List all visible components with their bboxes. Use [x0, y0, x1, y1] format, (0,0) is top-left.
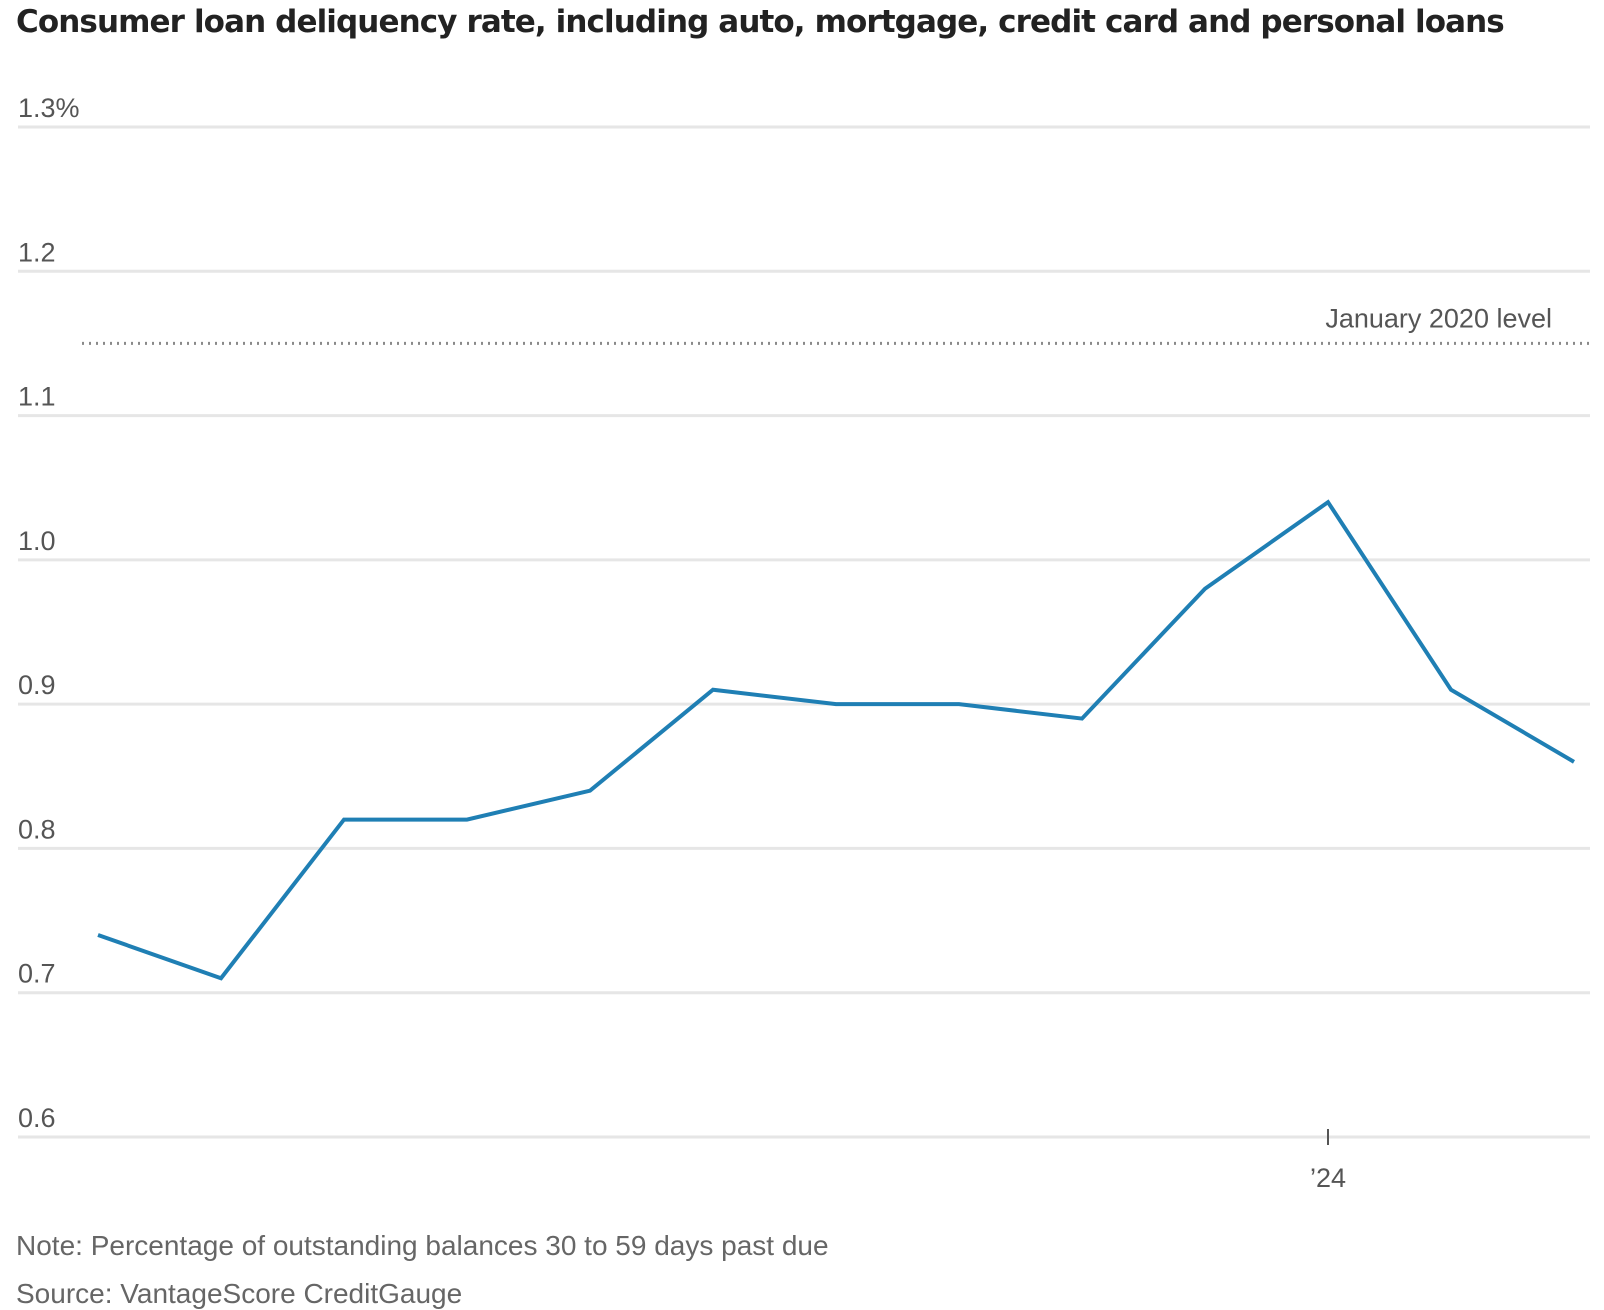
series-line	[97, 499, 1576, 981]
y-tick-label: 1.3%	[18, 93, 80, 123]
chart-note: Note: Percentage of outstanding balances…	[16, 1230, 829, 1261]
y-tick-label: 1.0	[18, 526, 56, 556]
line-chart: 0.6 0.7 0.8 0.9 1.0 1.1 1.2 1.3% January 2020 l…	[18, 93, 1590, 1193]
y-tick-label: 0.9	[18, 670, 56, 700]
reference-line-label: January 2020 level	[1325, 303, 1552, 333]
y-tick-label: 0.7	[18, 959, 56, 989]
y-tick-label: 0.6	[18, 1103, 56, 1133]
reference-line-group: January 2020 level	[82, 303, 1590, 345]
series-group	[97, 499, 1576, 981]
gridlines: 0.6 0.7 0.8 0.9 1.0 1.1 1.2 1.3%	[18, 93, 1590, 1139]
chart-title: Consumer loan deliquency rate, including…	[16, 4, 1505, 40]
x-axis: ’24	[1310, 1129, 1346, 1193]
x-tick-label: ’24	[1310, 1163, 1346, 1193]
y-tick-label: 1.2	[18, 237, 56, 267]
y-tick-label: 0.8	[18, 814, 56, 844]
chart-source: Source: VantageScore CreditGauge	[16, 1278, 463, 1309]
y-tick-label: 1.1	[18, 382, 56, 412]
